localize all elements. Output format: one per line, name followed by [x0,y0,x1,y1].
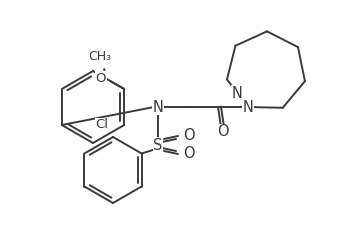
Text: O: O [96,72,106,85]
Text: S: S [153,137,163,152]
Text: Cl: Cl [95,119,108,132]
Text: O: O [217,124,229,139]
Text: CH₃: CH₃ [88,50,112,63]
Text: N: N [243,99,254,114]
Text: N: N [232,86,243,101]
Text: O: O [183,128,195,144]
Text: O: O [183,147,195,161]
Text: N: N [153,99,163,114]
